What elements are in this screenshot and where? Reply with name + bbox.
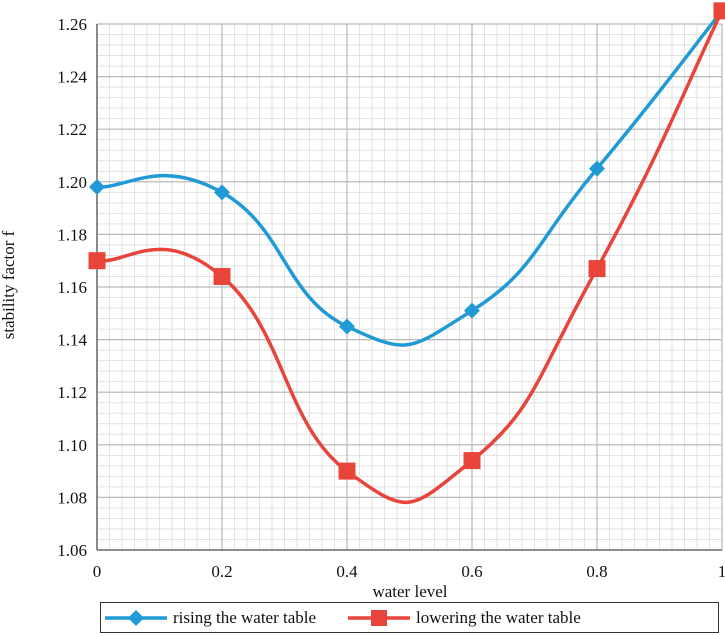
y-tick-label: 1.22 <box>57 120 87 139</box>
grid <box>96 23 723 551</box>
y-tick-label: 1.20 <box>57 173 87 192</box>
y-tick-label: 1.14 <box>57 331 87 350</box>
axes <box>96 24 722 551</box>
tick-labels: 1.06 1.08 1.10 1.12 1.14 1.16 1.18 1.20 1.22 1.24… <box>57 15 725 581</box>
diamond-marker <box>89 179 105 196</box>
series-layer <box>88 2 725 505</box>
square-marker <box>213 267 231 285</box>
x-tick-label: 0.4 <box>336 562 358 581</box>
legend: rising the water table lowering the wate… <box>100 602 719 633</box>
y-axis-label: stability factor f <box>0 230 18 339</box>
diamond-marker <box>464 302 480 319</box>
legend-label-lowering: lowering the water table <box>416 607 581 627</box>
diamond-marker-icon <box>105 609 167 626</box>
y-tick-label: 1.08 <box>57 488 87 507</box>
y-tick-label: 1.26 <box>57 15 87 34</box>
x-tick-label: 0.6 <box>461 562 482 581</box>
line-chart: 1.06 1.08 1.10 1.12 1.14 1.16 1.18 1.20 1.22 1.24… <box>0 2 725 600</box>
series-line-0 <box>96 9 724 347</box>
square-marker <box>588 260 606 278</box>
square-marker <box>88 252 106 270</box>
legend-item-lowering: lowering the water table <box>348 608 581 628</box>
square-marker <box>338 462 356 480</box>
y-tick-label: 1.24 <box>57 68 87 87</box>
diamond-marker <box>589 160 605 177</box>
square-marker <box>713 2 725 20</box>
y-tick-label: 1.06 <box>57 541 87 560</box>
y-tick-label: 1.12 <box>57 383 87 402</box>
square-marker-icon <box>348 609 411 626</box>
x-tick-label: 1 <box>718 562 725 581</box>
diamond-marker <box>214 184 230 201</box>
legend-label-rising: rising the water table <box>173 607 317 627</box>
square-marker <box>463 452 481 470</box>
legend-item-rising: rising the water table <box>105 608 316 628</box>
y-tick-label: 1.10 <box>57 436 87 455</box>
y-tick-label: 1.18 <box>57 225 87 244</box>
x-tick-label: 0.2 <box>211 562 232 581</box>
x-tick-label: 0.8 <box>586 562 607 581</box>
x-axis-label: water level <box>372 582 447 600</box>
diamond-marker <box>339 318 355 335</box>
y-tick-label: 1.16 <box>57 278 87 297</box>
x-tick-label: 0 <box>93 562 102 581</box>
